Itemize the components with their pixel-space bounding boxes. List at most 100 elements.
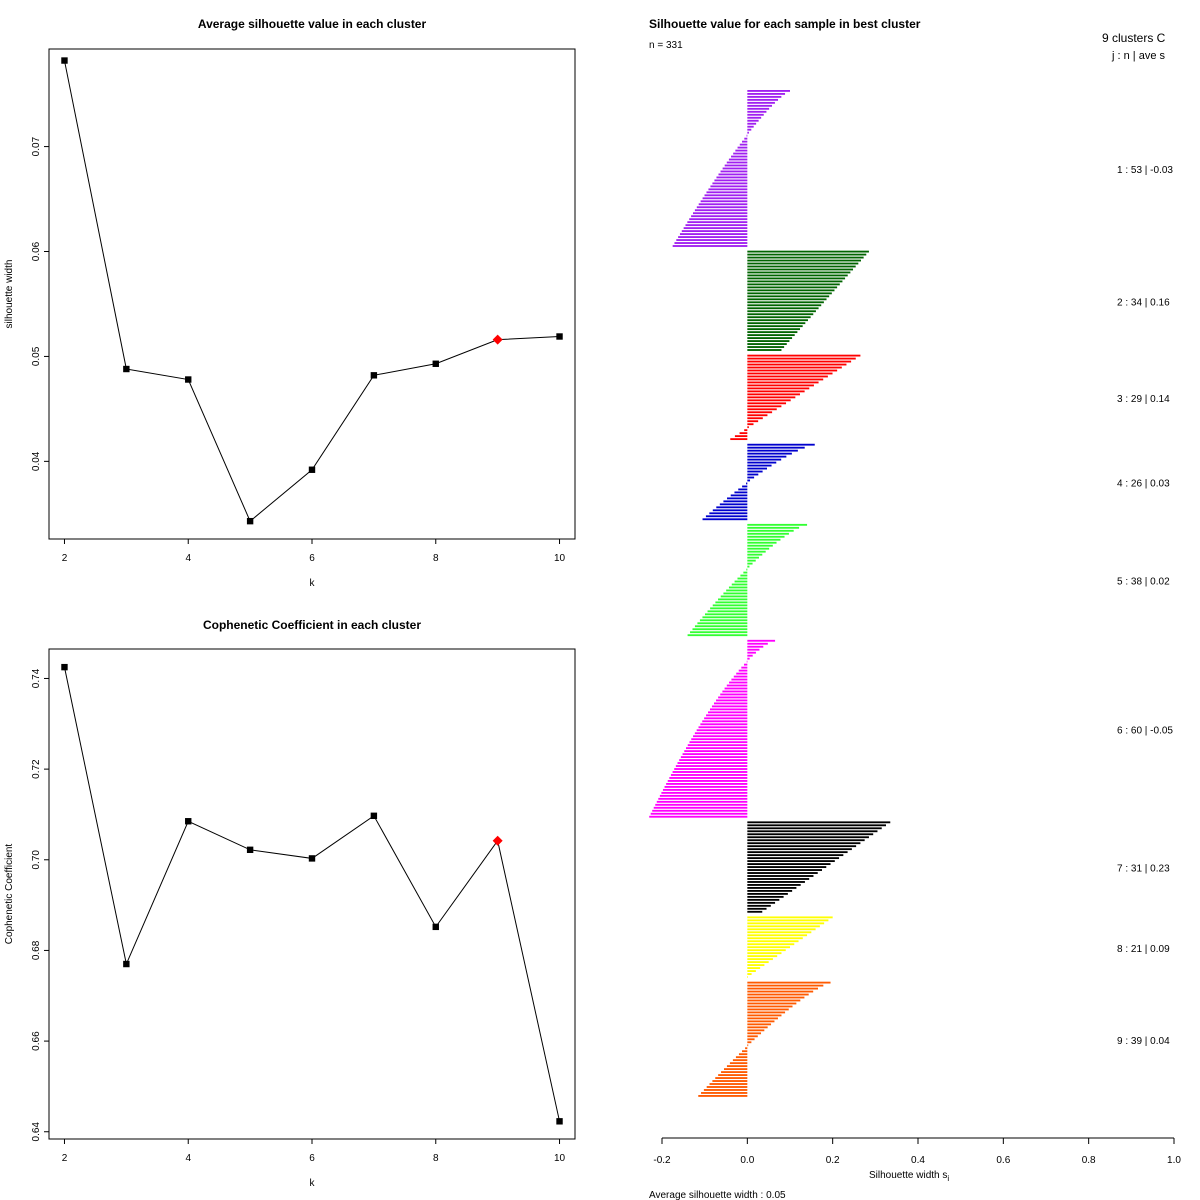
silhouette-bar bbox=[670, 774, 748, 776]
silhouette-bar bbox=[747, 922, 825, 925]
silhouette-bar bbox=[738, 488, 748, 491]
silhouette-bar bbox=[747, 1017, 778, 1020]
silhouette-bar bbox=[747, 1020, 775, 1023]
silhouette-bar bbox=[731, 155, 748, 158]
silhouette-bar bbox=[672, 771, 748, 773]
x-tick-label: -0.2 bbox=[653, 1155, 671, 1166]
silhouette-bar bbox=[747, 90, 790, 92]
silhouette-bar bbox=[747, 307, 819, 310]
silhouette-bar bbox=[710, 607, 748, 610]
silhouette-bar bbox=[746, 660, 748, 663]
silhouette-bar bbox=[747, 553, 763, 556]
silhouette-bar bbox=[692, 212, 748, 215]
silhouette-bar bbox=[689, 218, 748, 221]
silhouette-bar bbox=[747, 562, 753, 565]
y-tick-label: 0.70 bbox=[31, 850, 42, 870]
silhouette-bar bbox=[747, 1011, 786, 1014]
x-tick-label: 4 bbox=[185, 553, 191, 564]
y-tick-label: 0.74 bbox=[31, 668, 42, 688]
silhouette-y-axis: 0.04 0.05 0.06 0.07 bbox=[31, 136, 49, 471]
silhouette-bar bbox=[703, 1089, 748, 1091]
highlight-point bbox=[492, 334, 503, 345]
silhouette-bar bbox=[742, 1050, 748, 1053]
cluster-label: 3 : 29 | 0.14 bbox=[1117, 394, 1170, 405]
silhouette-bar bbox=[704, 613, 748, 616]
silhouette-bar bbox=[674, 242, 748, 244]
silhouette-bar bbox=[747, 464, 772, 467]
silhouette-bar bbox=[747, 565, 750, 568]
silhouette-bar bbox=[747, 384, 814, 387]
silhouette-bar bbox=[694, 625, 748, 628]
silhouette-bar bbox=[698, 1095, 748, 1097]
silhouette-bar bbox=[747, 104, 772, 107]
silhouette-bar bbox=[747, 541, 777, 544]
silhouette-bar bbox=[697, 622, 748, 625]
silhouette-bar bbox=[662, 788, 748, 791]
silhouette-bar bbox=[747, 901, 776, 904]
silhouette-bar bbox=[747, 122, 757, 125]
silhouette-bar bbox=[716, 699, 748, 702]
silhouette-bar bbox=[728, 586, 748, 589]
silhouette-bar bbox=[691, 215, 748, 218]
silhouette-bar bbox=[747, 473, 759, 476]
silhouette-bar bbox=[747, 319, 808, 322]
silhouette-bar bbox=[747, 390, 805, 393]
silhouette-bar bbox=[747, 1032, 762, 1035]
silhouette-bar bbox=[719, 503, 748, 506]
x-tick-label: 6 bbox=[309, 553, 315, 564]
silhouette-bar bbox=[737, 146, 748, 149]
y-tick-label: 0.05 bbox=[31, 346, 42, 366]
silhouette-bar bbox=[737, 577, 748, 580]
silhouette-bars bbox=[649, 90, 891, 1097]
silhouette-bar bbox=[747, 884, 801, 886]
silhouette-bar bbox=[747, 1041, 752, 1044]
silhouette-bar bbox=[747, 878, 810, 880]
silhouette-bar bbox=[747, 310, 816, 313]
silhouette-bar bbox=[734, 491, 748, 494]
cluster-label: 2 : 34 | 0.16 bbox=[1117, 297, 1170, 308]
data-point bbox=[246, 846, 254, 854]
silhouette-bar bbox=[709, 1083, 748, 1085]
silhouette-bar bbox=[747, 452, 792, 455]
silhouette-bar bbox=[747, 372, 833, 375]
silhouette-bar bbox=[718, 598, 748, 601]
silhouette-bar bbox=[747, 946, 790, 949]
silhouette-bar bbox=[747, 964, 765, 967]
data-point bbox=[246, 517, 254, 525]
silhouette-bar bbox=[747, 262, 859, 265]
silhouette-bar bbox=[747, 639, 776, 642]
silhouette-x-axis: 2 4 6 8 10 bbox=[62, 539, 566, 564]
cluster-label: 4 : 26 | 0.03 bbox=[1117, 479, 1170, 490]
silhouette-bar bbox=[747, 1038, 755, 1041]
x-tick-label: 2 bbox=[62, 1153, 68, 1164]
data-point bbox=[308, 855, 316, 862]
silhouette-bar bbox=[706, 714, 748, 717]
silhouette-bar bbox=[747, 274, 848, 277]
silhouette-bar bbox=[718, 696, 748, 699]
silhouette-bar bbox=[724, 687, 748, 690]
silhouette-bar bbox=[724, 164, 748, 167]
silhouette-bar bbox=[747, 116, 762, 119]
silhouette-bar bbox=[712, 182, 748, 185]
silhouette-bar bbox=[675, 765, 748, 767]
silhouette-bar bbox=[747, 443, 815, 446]
silhouette-bar bbox=[747, 845, 857, 848]
silhouette-bar bbox=[722, 690, 748, 693]
silhouette-bar bbox=[742, 140, 748, 143]
x-tick-label: 2 bbox=[62, 553, 68, 564]
silhouette-bar bbox=[747, 955, 778, 958]
silhouette-bar bbox=[747, 476, 755, 479]
silhouette-bar bbox=[744, 137, 748, 140]
silhouette-bar bbox=[693, 735, 748, 738]
silhouette-bar bbox=[649, 815, 748, 818]
silhouette-bar bbox=[681, 230, 748, 233]
data-point bbox=[556, 1118, 563, 1125]
silhouette-bar bbox=[747, 253, 867, 256]
silhouette-bar bbox=[747, 411, 773, 414]
silhouette-bar bbox=[735, 149, 748, 152]
silhouette-bar bbox=[741, 666, 748, 669]
silhouette-bar bbox=[747, 449, 798, 452]
silhouette-bar bbox=[747, 866, 827, 868]
silhouette-bar bbox=[747, 363, 847, 366]
silhouette-bar bbox=[700, 723, 748, 726]
